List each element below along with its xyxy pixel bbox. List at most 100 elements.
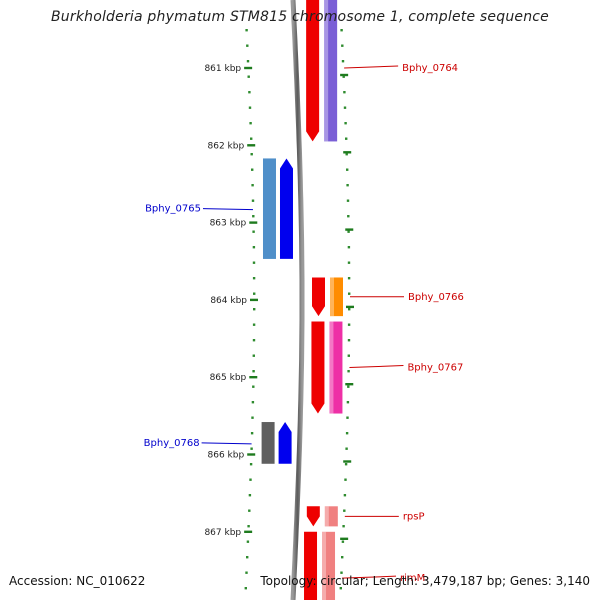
map-title: Burkholderia phymatum STM815 chromosome … — [50, 9, 549, 25]
guide-dot-left — [246, 540, 250, 543]
scale-tick-label: 863 kbp — [210, 219, 247, 229]
guide-dot-right — [345, 432, 349, 435]
guide-dot-right — [347, 370, 350, 373]
scale-tick-label: 865 kbp — [210, 373, 247, 383]
gene-label: Bphy_0766 — [408, 292, 464, 303]
guide-dot-left — [249, 463, 253, 466]
gene-feature-bar — [324, 0, 338, 142]
guide-dot-left — [251, 168, 254, 171]
gene-label: Bphy_0767 — [407, 363, 463, 374]
guide-dot-right — [341, 556, 344, 559]
guide-dot-right — [347, 246, 351, 249]
guide-dot-left — [250, 447, 253, 450]
gene-strand-arrow — [306, 0, 320, 142]
guide-dot-right — [343, 106, 347, 109]
gene-feature-bar — [322, 531, 336, 600]
guide-dot-right — [345, 447, 348, 450]
chromosome-backbone — [290, 0, 305, 600]
guide-dot-left — [245, 29, 248, 32]
guide-dot-left — [253, 308, 256, 311]
guide-dot-left — [245, 571, 248, 574]
guide-dot-right — [342, 525, 345, 528]
guide-dot-right — [340, 29, 343, 32]
scale-tick-label: 861 kbp — [204, 64, 241, 74]
gene-label-leader — [349, 365, 404, 369]
gene-label: rimM — [400, 573, 425, 584]
guide-dot-right — [344, 463, 348, 466]
guide-dot-right — [344, 478, 347, 481]
guide-dot-left — [250, 153, 253, 156]
guide-dot-left — [252, 230, 255, 233]
guide-dot-left — [246, 44, 249, 47]
gene-label: Bphy_0764 — [402, 63, 458, 74]
gene-feature-bar — [262, 158, 276, 259]
topology-text: Topology: circular; Length: 3,479,187 bp… — [260, 574, 590, 588]
accession-text: Accession: NC_010622 — [9, 574, 146, 588]
gene-label-leader — [344, 65, 399, 69]
guide-dot-right — [347, 261, 351, 264]
guide-dot-left — [246, 60, 250, 63]
gene-feature-bar — [329, 321, 343, 414]
guide-dot-left — [253, 292, 256, 295]
guide-dot-right — [343, 494, 347, 497]
gene-label: rpsP — [403, 511, 425, 522]
scale-tick-label: 864 kbp — [210, 296, 247, 306]
gene-features — [261, 0, 343, 600]
guide-dot-left — [252, 370, 255, 373]
guide-dot-left — [252, 354, 255, 357]
gene-feature-bar — [324, 506, 338, 527]
guide-dot-right — [341, 44, 344, 47]
gene-strand-arrow — [279, 158, 293, 259]
gene-label: Bphy_0768 — [144, 438, 200, 449]
gene-label: Bphy_0765 — [145, 204, 201, 215]
gene-strand-arrow — [306, 506, 320, 527]
guide-dot-left — [252, 277, 256, 280]
guide-dot-right — [342, 75, 345, 78]
guide-dot-left — [248, 91, 251, 94]
guide-dot-right — [347, 230, 350, 233]
guide-dot-left — [252, 261, 256, 264]
guide-dot-right — [348, 308, 351, 311]
guide-dot-left — [248, 509, 251, 512]
guide-dot-right — [344, 122, 347, 125]
guide-dot-right — [341, 540, 345, 543]
gene-feature-highlight — [324, 0, 329, 142]
gene-feature-bar — [329, 277, 343, 317]
gene-label-leader — [202, 208, 254, 211]
guide-dot-left — [252, 339, 256, 342]
gene-feature-highlight — [322, 531, 327, 600]
gene-strand-arrow — [304, 531, 318, 600]
guide-dot-right — [340, 571, 343, 574]
gene-feature-highlight — [329, 321, 334, 414]
guide-dot-right — [339, 587, 342, 590]
guide-dot-left — [251, 199, 255, 202]
guide-dot-left — [247, 525, 250, 528]
guide-dot-left — [252, 246, 256, 249]
guide-dot-right — [346, 416, 349, 419]
guide-dot-right — [343, 509, 346, 512]
scale-tick-label: 867 kbp — [204, 528, 241, 538]
guide-dot-left — [252, 215, 255, 218]
gene-label-leader — [342, 575, 397, 579]
guide-dot-right — [348, 292, 351, 295]
guide-dot-left — [250, 432, 254, 435]
gene-labels: Bphy_0764 Bphy_0765 Bphy_0766 Bphy_0767 Bphy… — [144, 63, 464, 584]
guide-dot-right — [345, 137, 348, 140]
guide-dot-left — [252, 323, 256, 326]
guide-dot-right — [345, 153, 348, 156]
guide-dot-left — [246, 556, 249, 559]
guide-dot-left — [248, 494, 252, 497]
guide-dot-right — [347, 277, 351, 280]
gene-label-leader — [201, 442, 252, 445]
guide-dot-right — [346, 168, 349, 171]
guide-dot-left — [244, 587, 247, 590]
guide-dot-left — [249, 478, 252, 481]
guide-dot-right — [347, 339, 351, 342]
guide-dot-right — [347, 323, 351, 326]
gene-strand-arrow — [311, 321, 325, 414]
gene-feature-bar — [261, 422, 275, 464]
dotted-guide-lines — [244, 29, 351, 590]
guide-dot-left — [251, 401, 255, 404]
guide-dot-left — [248, 106, 252, 109]
